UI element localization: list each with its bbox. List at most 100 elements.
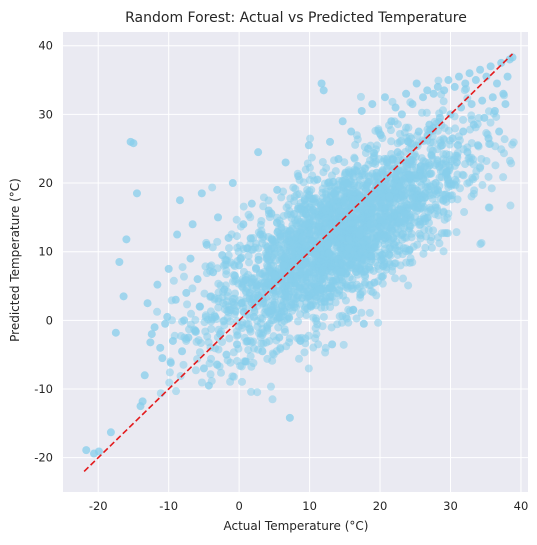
data-point — [219, 298, 228, 307]
data-point — [472, 167, 481, 176]
data-point — [321, 348, 330, 357]
data-point — [433, 82, 442, 91]
data-point — [495, 127, 504, 136]
data-point — [486, 62, 495, 71]
data-point — [395, 182, 404, 191]
data-point — [386, 224, 395, 233]
data-point — [147, 330, 156, 339]
data-point — [285, 314, 294, 323]
data-point — [398, 230, 407, 239]
data-point — [262, 254, 271, 263]
data-point — [179, 360, 188, 369]
data-point — [153, 280, 162, 289]
data-point — [245, 258, 254, 267]
data-point — [201, 327, 210, 336]
data-point — [138, 397, 147, 406]
data-point — [261, 241, 270, 250]
data-point — [368, 100, 377, 109]
data-point — [465, 178, 474, 187]
data-point — [282, 342, 291, 351]
data-point — [319, 86, 328, 95]
data-point — [228, 179, 237, 188]
data-point — [218, 251, 227, 260]
data-point — [355, 263, 364, 272]
data-point — [115, 258, 124, 266]
data-point — [467, 192, 476, 201]
data-point — [469, 155, 478, 164]
data-point — [347, 127, 356, 136]
data-point — [285, 334, 294, 343]
data-point — [427, 243, 436, 252]
data-point — [252, 239, 261, 248]
data-point — [374, 318, 383, 327]
data-point — [197, 189, 206, 198]
x-tick-label: 40 — [514, 499, 529, 513]
data-point — [246, 327, 255, 336]
data-point — [352, 131, 361, 140]
data-point — [304, 364, 313, 373]
data-point — [398, 250, 407, 259]
data-point — [235, 261, 244, 270]
data-point — [204, 381, 213, 390]
data-point — [383, 158, 392, 167]
data-point — [175, 196, 184, 205]
data-point — [397, 110, 406, 119]
data-point — [477, 155, 486, 164]
data-point — [396, 196, 405, 205]
data-point — [442, 168, 451, 177]
data-point — [461, 79, 470, 88]
data-point — [406, 172, 415, 181]
data-point — [171, 295, 180, 304]
data-point — [278, 301, 287, 310]
data-point — [486, 118, 495, 127]
data-point — [459, 127, 468, 136]
data-point — [488, 93, 497, 102]
data-point — [366, 198, 375, 207]
data-point — [241, 275, 250, 284]
data-point — [299, 178, 308, 187]
data-point — [445, 140, 454, 149]
data-point — [249, 312, 258, 321]
data-point — [388, 262, 397, 271]
data-point — [356, 92, 365, 101]
data-point — [435, 113, 444, 122]
data-point — [476, 65, 485, 74]
data-point — [259, 202, 268, 211]
data-point — [312, 330, 321, 339]
data-point — [206, 370, 215, 379]
data-point — [222, 350, 231, 359]
data-point — [229, 372, 238, 381]
chart-title: Random Forest: Actual vs Predicted Tempe… — [125, 10, 467, 26]
y-tick-label: -10 — [34, 382, 53, 396]
data-point — [245, 288, 254, 297]
data-point — [247, 199, 256, 208]
data-point — [280, 253, 289, 262]
data-point — [222, 270, 231, 279]
data-point — [386, 126, 395, 135]
data-point — [333, 320, 342, 329]
data-point — [309, 216, 318, 225]
x-axis-ticks: -20 -10 0 10 20 30 40 — [89, 499, 528, 513]
data-point — [326, 292, 335, 301]
data-point — [332, 195, 341, 204]
data-point — [187, 309, 196, 318]
data-point — [328, 340, 337, 349]
data-point — [491, 142, 500, 151]
data-point — [400, 128, 409, 137]
data-point — [425, 127, 434, 136]
data-point — [411, 212, 420, 221]
data-point — [343, 284, 352, 293]
data-point — [389, 179, 398, 188]
data-point — [268, 237, 277, 246]
reference-line-path — [83, 53, 514, 472]
data-point — [169, 276, 178, 285]
data-point — [237, 299, 246, 308]
x-tick-label: 10 — [302, 499, 317, 513]
data-point — [435, 239, 444, 248]
data-point — [442, 150, 451, 159]
data-point — [416, 161, 425, 170]
data-point — [313, 320, 322, 329]
data-point — [153, 307, 162, 316]
data-point — [310, 269, 319, 278]
data-point — [311, 251, 320, 260]
